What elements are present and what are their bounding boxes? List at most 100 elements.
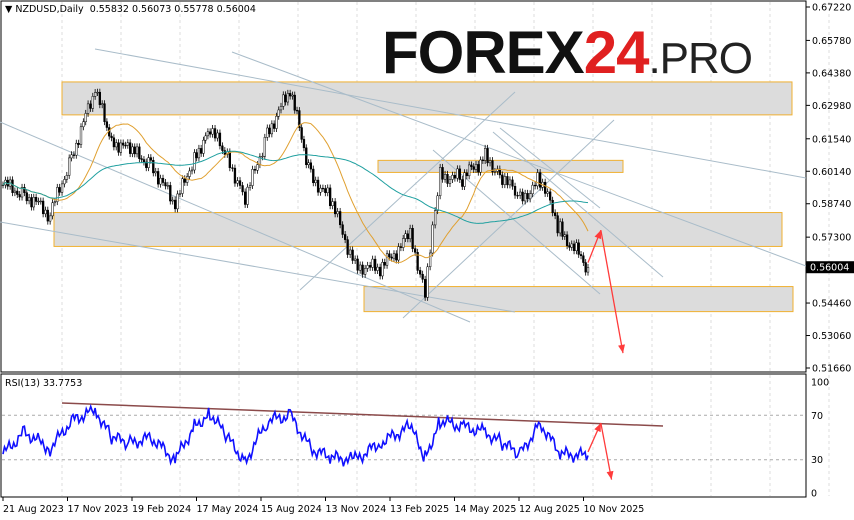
candle-body (441, 167, 444, 180)
x-tick-label: 21 Aug 2023 (3, 504, 64, 515)
candle-body (479, 159, 482, 173)
candle-body (395, 253, 398, 261)
candle-body (326, 187, 329, 194)
rsi-tick-label: 30 (811, 455, 823, 466)
candle-body (58, 187, 61, 193)
candle-body (149, 157, 153, 161)
x-tick-label: 17 Nov 2023 (68, 504, 129, 515)
rsi-pane-border (0, 373, 807, 498)
rsi-tick-label: 70 (811, 411, 823, 422)
candle-body (77, 142, 80, 145)
candle-body (256, 164, 259, 171)
candle-body (27, 197, 31, 202)
candle-body (154, 171, 157, 174)
candle-body (390, 256, 393, 259)
candle-body (142, 159, 146, 163)
candle-body (579, 254, 583, 257)
moving-average-slow (2, 150, 589, 224)
x-tick-label: 13 Nov 2024 (326, 504, 387, 515)
candle-body (171, 199, 174, 202)
candle-body (363, 268, 367, 275)
candle-body (236, 180, 239, 184)
candle-body (164, 182, 167, 187)
rsi-tick-label: 100 (811, 378, 829, 389)
trendline (0, 121, 471, 323)
candle-body (218, 132, 222, 147)
collapse-triangle-icon[interactable]: ▼ (5, 4, 13, 15)
candle-body (465, 172, 469, 177)
candle-body (526, 193, 529, 200)
candle-body (37, 200, 40, 203)
candle-body (373, 258, 377, 271)
candle-body (93, 92, 97, 97)
candle-body (421, 273, 424, 280)
candle-body (246, 186, 249, 205)
rsi-forecast-arrow-1 (600, 422, 613, 480)
candle-body (275, 115, 278, 129)
candle-body (477, 164, 480, 173)
rsi-forecast-arrow-1-head (606, 470, 614, 480)
candle-body (156, 171, 160, 185)
symbol-header: ▼ NZDUSD,Daily 0.55832 0.56073 0.55778 0… (5, 4, 256, 15)
candle-body (511, 179, 514, 187)
candle-body (169, 185, 172, 202)
candle-body (248, 185, 252, 188)
candle-body (506, 176, 509, 186)
candle-body (253, 169, 257, 171)
candle-body (309, 162, 313, 170)
candle-body (341, 224, 344, 235)
candle-body (268, 127, 271, 135)
forecast-arrow-0-head (594, 230, 602, 240)
candle-body (161, 177, 165, 183)
candle-body (178, 193, 182, 195)
candle-body (548, 191, 552, 201)
candle-body (39, 200, 42, 203)
candle-body (406, 233, 409, 240)
candle-body (302, 139, 306, 149)
candle-body (324, 188, 327, 194)
symbol-label: NZDUSD,Daily (15, 4, 84, 15)
candle-body (461, 179, 464, 187)
candle-body (416, 252, 419, 271)
candle-body (353, 258, 357, 261)
candle-body (53, 201, 57, 204)
candle-body (60, 183, 64, 193)
candle-body (358, 264, 362, 271)
candle-body (261, 155, 264, 158)
candle-body (286, 93, 290, 103)
candle-body (451, 174, 454, 180)
trendline (231, 51, 807, 267)
candle-body (307, 162, 310, 165)
candle-body (513, 185, 517, 196)
candle-body (282, 94, 285, 107)
candle-body (463, 172, 466, 187)
candle-body (211, 128, 214, 135)
current-price-box (806, 261, 854, 274)
candle-body (231, 167, 234, 169)
trendline (402, 119, 615, 319)
candle-body (568, 245, 571, 248)
candle-body (472, 166, 475, 170)
candle-body (488, 160, 492, 164)
y-tick-label: 0.64380 (812, 68, 851, 79)
candle-body (346, 239, 349, 255)
candle-body (48, 215, 52, 222)
candle-body (124, 144, 127, 147)
candle-body (270, 123, 274, 135)
candle-body (356, 258, 359, 271)
candle-body (138, 146, 141, 159)
candle-body (333, 201, 337, 215)
candle-body (110, 135, 113, 139)
candle-body (458, 168, 461, 180)
candle-body (181, 178, 184, 194)
candle-body (284, 94, 287, 103)
candle-body (72, 154, 76, 156)
candle-body (89, 103, 92, 109)
y-tick-label: 0.62980 (812, 101, 851, 112)
candle-body (135, 146, 139, 155)
candle-body (312, 168, 315, 184)
candle-body (96, 91, 99, 94)
candle-body (336, 211, 339, 215)
rsi-line (2, 403, 589, 467)
